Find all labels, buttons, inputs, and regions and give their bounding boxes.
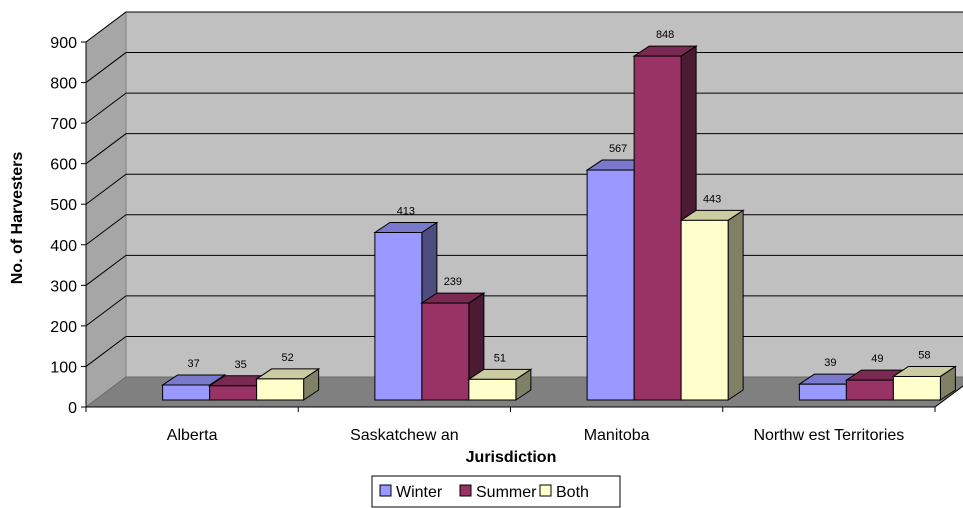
legend-swatch xyxy=(539,484,552,497)
legend-box xyxy=(371,475,621,508)
bar-both-2 xyxy=(679,209,745,401)
bar-side xyxy=(727,209,744,401)
y-tick-label: 900 xyxy=(50,35,77,52)
data-label: 58 xyxy=(918,349,930,361)
legend-swatch xyxy=(379,484,392,497)
bar-front xyxy=(374,232,423,401)
bar-both-1 xyxy=(467,368,533,401)
legend-label: Winter xyxy=(396,484,443,501)
data-label: 567 xyxy=(609,143,627,155)
category-label: Northw est Territories xyxy=(753,427,904,444)
legend-item-summer: Summer xyxy=(459,484,537,501)
bar-front xyxy=(586,169,635,401)
y-tick-label: 0 xyxy=(68,400,77,417)
y-tick-label: 200 xyxy=(50,319,77,336)
y-tick-label: 100 xyxy=(50,359,77,376)
bar-front xyxy=(798,383,847,401)
bar-front xyxy=(845,379,894,401)
data-label: 51 xyxy=(494,352,506,364)
category-label: Alberta xyxy=(167,427,218,444)
y-tick-label: 700 xyxy=(50,116,77,133)
bar-front xyxy=(421,302,470,401)
data-label: 239 xyxy=(444,276,462,288)
bar-front xyxy=(892,375,941,401)
legend-label: Both xyxy=(556,484,589,501)
category-label: Manitoba xyxy=(584,427,650,444)
back-wall xyxy=(125,11,963,378)
bar-front xyxy=(468,378,517,401)
data-label: 413 xyxy=(397,206,415,218)
y-tick-labels: 0 100 200 300 400 500 600 700 800 900 xyxy=(50,35,77,417)
bar-front xyxy=(209,385,258,401)
legend: Winter Summer Both xyxy=(371,475,621,508)
y-tick-label: 400 xyxy=(50,238,77,255)
legend-item-winter: Winter xyxy=(379,484,443,501)
axes xyxy=(81,41,963,412)
y-axis-title: No. of Harvesters xyxy=(9,152,26,285)
category-label: Saskatchew an xyxy=(350,427,459,444)
chart-walls xyxy=(84,11,963,408)
y-tick-label: 600 xyxy=(50,157,77,174)
floor-edge xyxy=(934,385,963,408)
side-wall xyxy=(85,11,127,408)
bar-both-0 xyxy=(254,367,321,401)
data-label: 37 xyxy=(188,358,200,370)
bars xyxy=(160,45,958,401)
data-label: 52 xyxy=(282,352,294,364)
bar-front xyxy=(680,219,729,401)
data-labels: 37 35 52 413 239 51 567 848 443 39 49 58 xyxy=(188,29,931,371)
y-tick-label: 500 xyxy=(50,197,77,214)
y-tick-label: 300 xyxy=(50,278,77,295)
y-tick-label: 800 xyxy=(50,76,77,93)
data-label: 443 xyxy=(703,193,721,205)
data-label: 39 xyxy=(824,357,836,369)
data-label: 35 xyxy=(235,359,247,371)
bar-front xyxy=(256,378,305,401)
bar-front xyxy=(162,384,211,401)
x-category-labels: Alberta Saskatchew an Manitoba Northw est T… xyxy=(167,427,905,444)
legend-swatch xyxy=(459,484,472,497)
data-label: 848 xyxy=(656,29,674,41)
bar-summer-2 xyxy=(632,45,698,401)
legend-label: Summer xyxy=(476,484,537,501)
x-axis-title: Jurisdiction xyxy=(466,449,557,466)
gridline xyxy=(85,11,963,43)
bar-both-3 xyxy=(891,365,958,401)
data-label: 49 xyxy=(871,353,883,365)
legend-item-both: Both xyxy=(539,484,589,501)
bar-front xyxy=(633,55,682,401)
